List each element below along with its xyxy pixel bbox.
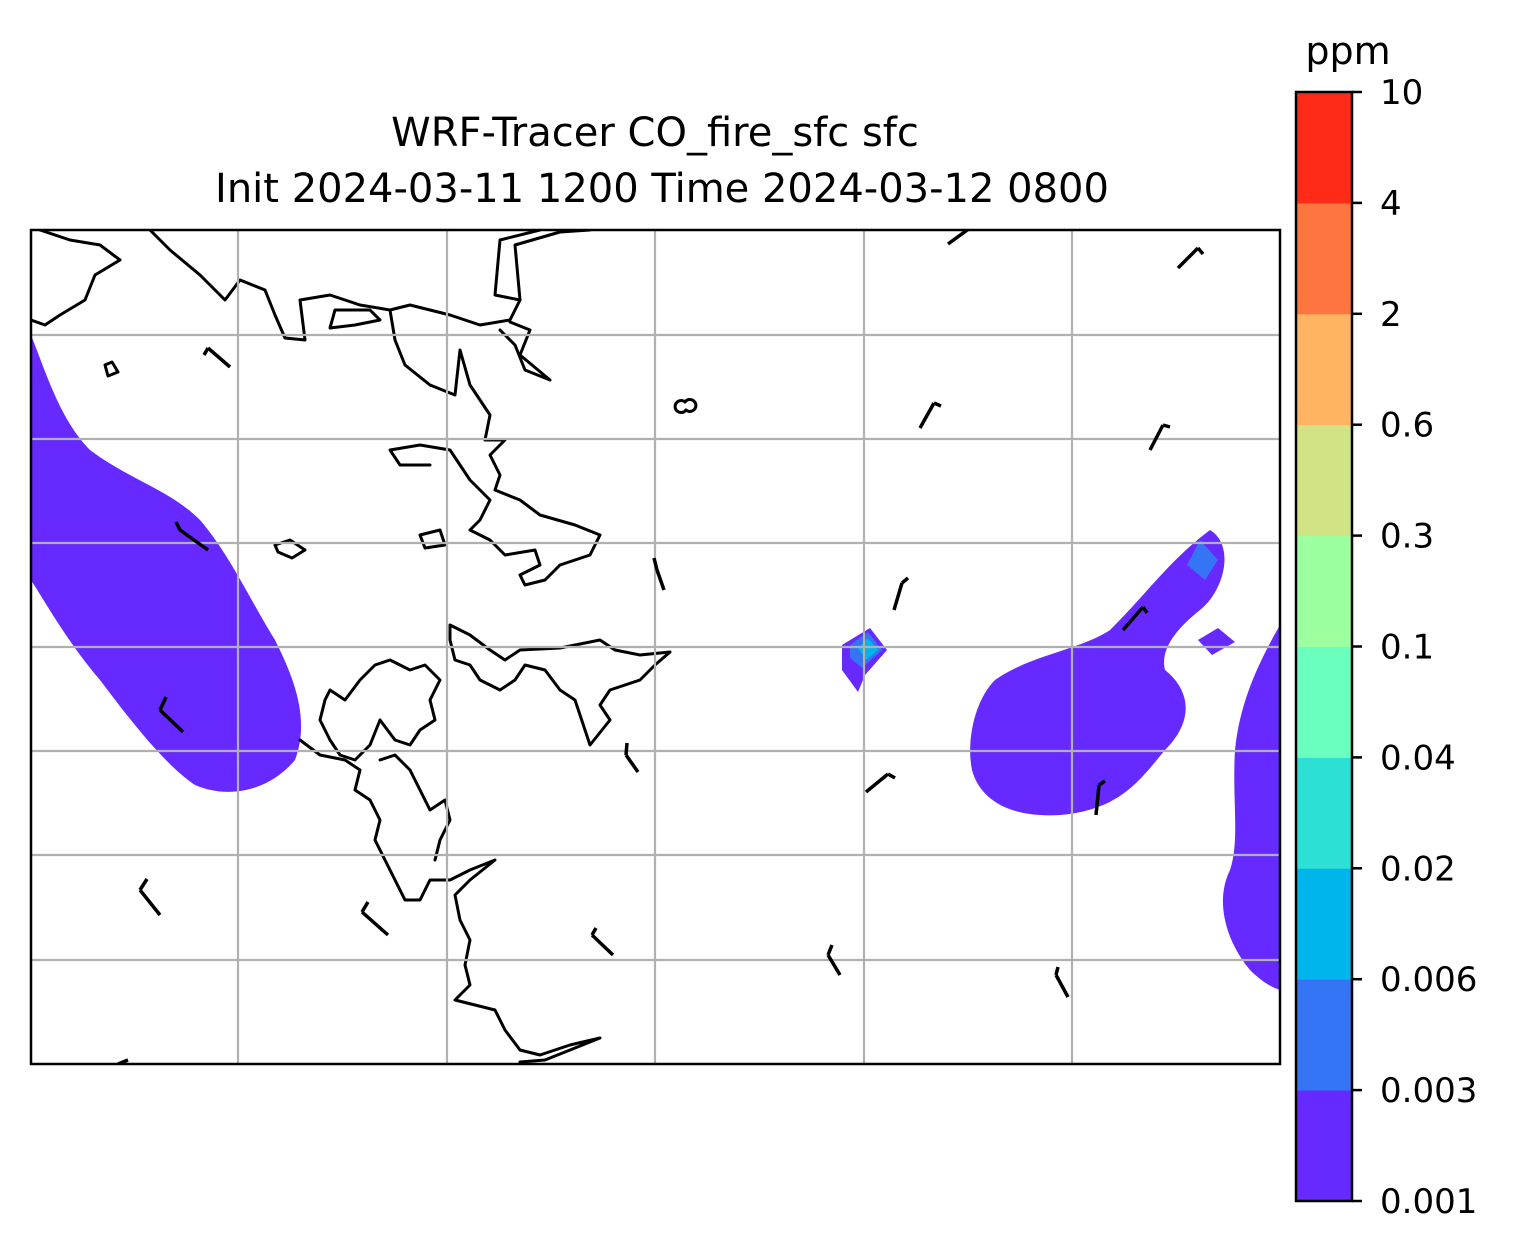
map-title-line-2: Init 2024-03-11 1200 Time 2024-03-12 080… bbox=[215, 166, 1109, 212]
coastline-south-main bbox=[448, 623, 672, 747]
coastlines bbox=[31, 230, 698, 1064]
wind-barbs bbox=[117, 230, 1205, 1064]
colorbar-band bbox=[1296, 868, 1352, 980]
colorbar-tick-label: 0.003 bbox=[1380, 1071, 1477, 1111]
coastline-south-peninsula bbox=[318, 658, 442, 762]
coastline-islands-1 bbox=[328, 308, 382, 330]
wind-barb bbox=[652, 557, 666, 591]
coastline-north bbox=[148, 230, 542, 342]
wind-barb bbox=[1094, 779, 1106, 816]
colorbar-tick-label: 0.006 bbox=[1380, 960, 1477, 1000]
colorbar-ticks: 0.001 0.003 0.006 0.02 0.04 0.1 0.3 0.6 2 4 10 bbox=[1352, 73, 1477, 1222]
colorbar-tick-label: 0.6 bbox=[1380, 406, 1434, 446]
wind-barb bbox=[1176, 246, 1205, 270]
coastline-northwest bbox=[31, 230, 122, 327]
wind-barb bbox=[138, 878, 162, 917]
colorbar-band bbox=[1296, 646, 1352, 758]
colorbar-bands bbox=[1296, 92, 1352, 1202]
wind-barb bbox=[864, 772, 896, 794]
coastline-bay bbox=[388, 308, 602, 587]
wind-barb bbox=[158, 696, 185, 734]
colorbar-band bbox=[1296, 1090, 1352, 1202]
colorbar-tick-label: 0.001 bbox=[1380, 1182, 1477, 1222]
colorbar-band bbox=[1296, 202, 1352, 315]
wind-barb bbox=[624, 742, 640, 774]
wind-barb bbox=[202, 346, 232, 369]
colorbar-band bbox=[1296, 424, 1352, 537]
wind-barb bbox=[1121, 605, 1149, 632]
colorbar-band bbox=[1296, 313, 1352, 426]
wind-barb bbox=[590, 927, 615, 957]
coastline-islands-2 bbox=[103, 360, 120, 378]
coastline-inlet bbox=[498, 320, 552, 382]
wind-barb bbox=[918, 401, 942, 429]
coastline-southwest bbox=[298, 738, 602, 1064]
wind-barb bbox=[1054, 966, 1070, 998]
wind-barb bbox=[826, 944, 842, 976]
wind-barb bbox=[174, 521, 210, 552]
colorbar-tick-label: 4 bbox=[1380, 184, 1402, 224]
colorbar-tick-label: 0.02 bbox=[1380, 849, 1456, 889]
plume-east-small bbox=[1198, 628, 1235, 655]
colorbar-tick-label: 2 bbox=[1380, 295, 1402, 335]
colorbar-unit-label: ppm bbox=[1305, 29, 1390, 73]
plume-southeast bbox=[1222, 625, 1280, 990]
tracer-contours bbox=[31, 335, 1280, 990]
colorbar-band bbox=[1296, 92, 1352, 204]
gridlines bbox=[31, 230, 1280, 1064]
coastline-islands-4 bbox=[273, 538, 307, 560]
colorbar-band bbox=[1296, 979, 1352, 1091]
colorbar-tick-label: 10 bbox=[1380, 73, 1423, 113]
wind-barb bbox=[360, 901, 390, 937]
colorbar-tick-label: 0.1 bbox=[1380, 628, 1434, 668]
wind-barb bbox=[892, 576, 910, 611]
plume-east-core bbox=[1187, 540, 1218, 580]
plume-east bbox=[970, 530, 1225, 816]
wind-barb bbox=[1148, 423, 1171, 451]
colorbar: ppm 0.001 0.003 0.006 0.02 0.04 0.1 0.3 0.6 2 4 10 bbox=[1294, 29, 1477, 1222]
colorbar-band bbox=[1296, 757, 1352, 869]
colorbar-tick-label: 0.3 bbox=[1380, 517, 1434, 557]
colorbar-tick-label: 0.04 bbox=[1380, 738, 1456, 778]
coastline-islands-3 bbox=[673, 397, 698, 415]
map-panel bbox=[29, 228, 1282, 1066]
colorbar-band bbox=[1296, 535, 1352, 647]
plume-west bbox=[31, 335, 302, 792]
map-title-line-1: WRF-Tracer CO_fire_sfc sfc bbox=[391, 110, 919, 156]
map-frame bbox=[29, 228, 1282, 1066]
coastline-south-inlet bbox=[378, 753, 452, 862]
